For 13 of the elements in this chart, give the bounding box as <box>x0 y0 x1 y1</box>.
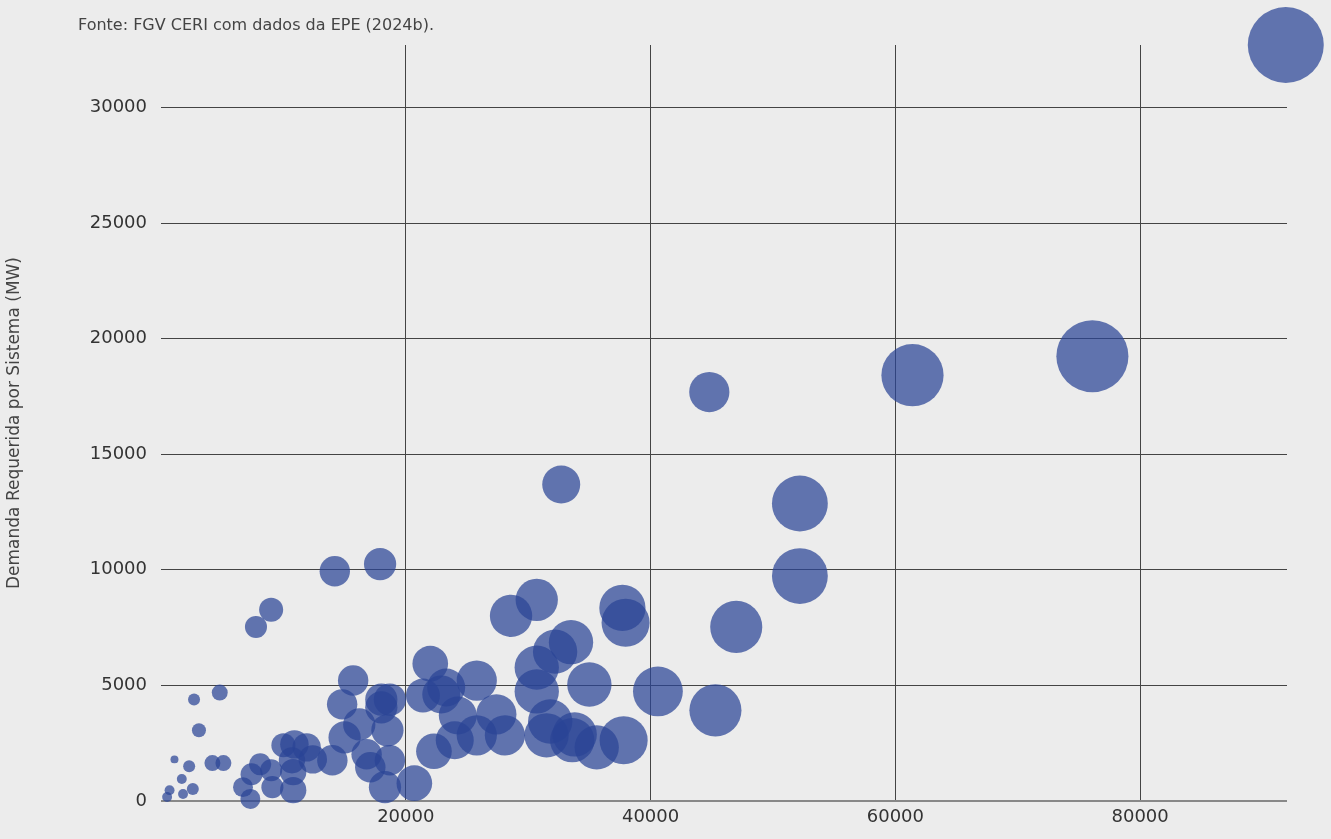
x-tick-label: 80000 <box>1111 805 1169 827</box>
x-tick-label: 60000 <box>866 805 924 827</box>
y-tick-label: 20000 <box>89 326 147 348</box>
y-tick-label: 30000 <box>89 95 147 117</box>
y-tick-label: 5000 <box>101 673 147 695</box>
y-tick-label: 15000 <box>89 441 147 463</box>
y-tick-label: 0 <box>135 788 147 810</box>
y-axis-title: Demanda Requerida por Sistema (MW) <box>2 257 23 589</box>
source-note: Fonte: FGV CERI com dados da EPE (2024b). <box>78 15 435 34</box>
x-tick-label: 40000 <box>621 805 680 827</box>
x-tick-label: 20000 <box>377 805 435 827</box>
y-tick-label: 10000 <box>89 557 147 579</box>
y-tick-label: 25000 <box>89 210 147 232</box>
